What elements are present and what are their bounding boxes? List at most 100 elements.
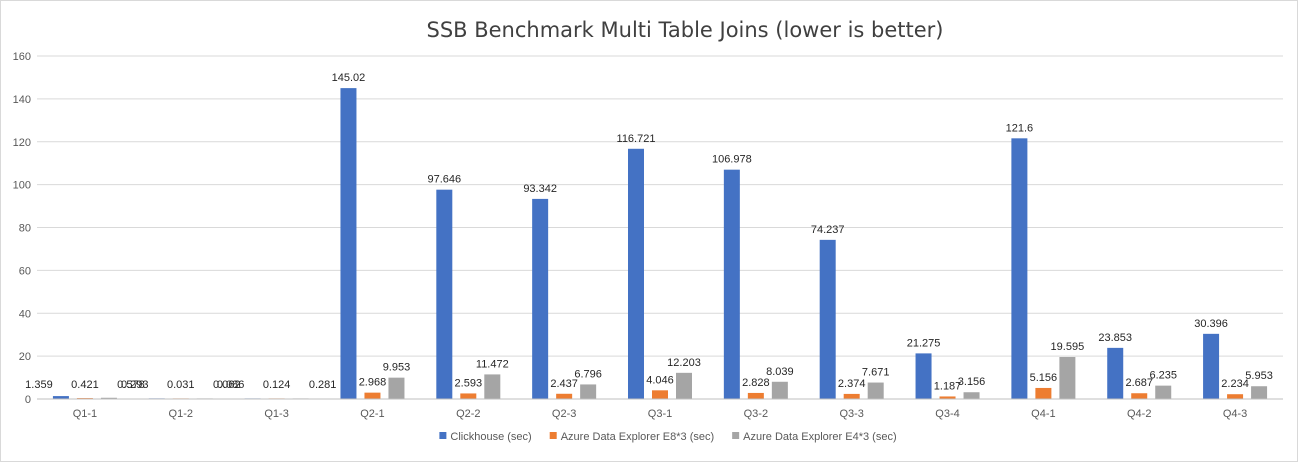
x-tick-label: Q2-2 xyxy=(456,408,480,420)
y-tick-label: 100 xyxy=(13,180,31,192)
data-label: 5.156 xyxy=(1030,372,1058,384)
legend-swatch xyxy=(732,432,740,439)
data-label: 2.437 xyxy=(550,378,578,390)
bar-q2-1-series-2 xyxy=(364,392,381,399)
data-label: 19.595 xyxy=(1051,341,1085,353)
bar-q4-3-series-2 xyxy=(1227,394,1244,399)
legend-items: Clickhouse (sec) Azure Data Explorer E8*3… xyxy=(439,431,897,443)
legend-label: Azure Data Explorer E4*3 (sec) xyxy=(743,431,896,443)
data-label: 12.203 xyxy=(667,357,701,369)
data-label: 0.062 xyxy=(213,379,241,391)
bar-q3-1-series-3 xyxy=(676,372,692,399)
bar-q2-3-series-3 xyxy=(580,384,597,399)
data-label: 145.02 xyxy=(332,72,366,84)
data-label: 8.039 xyxy=(766,366,794,378)
bar-q2-2-series-3 xyxy=(484,374,501,399)
data-label: 116.721 xyxy=(617,133,656,145)
data-label: 5.953 xyxy=(1245,370,1273,382)
bar-q2-2-series-1 xyxy=(436,189,453,399)
data-label: 6.235 xyxy=(1149,370,1177,382)
bar-q3-4-series-1 xyxy=(915,353,932,399)
data-label: 0.293 xyxy=(121,379,149,391)
data-label: 106.978 xyxy=(712,154,752,166)
bar-q2-3-series-2 xyxy=(556,393,573,399)
bar-q3-3-series-1 xyxy=(819,239,836,399)
data-label: 0.031 xyxy=(167,379,195,391)
x-tick-label: Q2-3 xyxy=(552,408,576,420)
x-tick-label: Q1-3 xyxy=(264,408,288,420)
bar-q4-1-series-3 xyxy=(1059,356,1076,399)
data-label: 7.671 xyxy=(862,367,890,379)
x-tick-label: Q3-3 xyxy=(839,408,863,420)
data-label: 4.046 xyxy=(646,374,674,386)
legend: Clickhouse (sec) Azure Data Explorer E8*3… xyxy=(439,431,897,443)
data-label: 121.6 xyxy=(1006,122,1034,134)
legend-swatch xyxy=(439,432,447,439)
data-label: 11.472 xyxy=(476,358,509,370)
y-tick-label: 120 xyxy=(13,137,31,149)
y-tick-label: 60 xyxy=(19,265,31,277)
bar-q1-1-series-3 xyxy=(100,397,117,399)
y-tick-label: 0 xyxy=(25,394,31,406)
data-label: 23.853 xyxy=(1098,332,1132,344)
x-tick-label: Q3-1 xyxy=(648,408,672,420)
legend-swatch xyxy=(549,432,557,439)
x-tick-label: Q4-1 xyxy=(1031,408,1055,420)
bar-q3-2-series-3 xyxy=(771,381,788,399)
y-tick-label: 40 xyxy=(19,308,31,320)
data-label: 97.646 xyxy=(427,174,461,186)
gridlines xyxy=(37,55,1283,357)
bar-q4-1-series-1 xyxy=(1011,138,1028,399)
data-label: 2.374 xyxy=(838,378,866,390)
data-label: 0.281 xyxy=(309,379,337,391)
bar-q3-4-series-2 xyxy=(939,396,956,399)
chart-title: SSB Benchmark Multi Table Joins (lower i… xyxy=(426,18,943,42)
bar-q3-3-series-2 xyxy=(843,393,860,399)
x-tick-label: Q3-2 xyxy=(744,408,768,420)
bar-q4-2-series-3 xyxy=(1155,385,1172,399)
data-label: 2.593 xyxy=(455,377,483,389)
data-label: 93.342 xyxy=(523,183,557,195)
legend-item: Azure Data Explorer E4*3 (sec) xyxy=(732,431,897,443)
y-axis: 0 20 40 60 80 100 120 140 160 xyxy=(13,51,31,406)
x-tick-label: Q1-1 xyxy=(73,408,97,420)
bar-q4-2-series-1 xyxy=(1107,347,1124,399)
data-label: 3.156 xyxy=(958,376,986,388)
bar-q4-3-series-1 xyxy=(1203,333,1220,399)
bar-q2-2-series-2 xyxy=(460,393,477,399)
data-label: 2.968 xyxy=(359,377,387,389)
data-label: 30.396 xyxy=(1194,318,1228,330)
data-label: 0.086 xyxy=(217,379,245,391)
x-tick-label: Q2-1 xyxy=(360,408,384,420)
data-label: 2.234 xyxy=(1221,378,1249,390)
data-label: 9.953 xyxy=(383,362,411,374)
bar-q1-1-series-1 xyxy=(52,396,69,399)
bar-q3-2-series-1 xyxy=(723,169,740,399)
y-tick-label: 140 xyxy=(13,94,31,106)
bar-q4-1-series-2 xyxy=(1035,387,1052,399)
x-tick-label: Q4-2 xyxy=(1127,408,1151,420)
x-tick-label: Q1-2 xyxy=(169,408,193,420)
data-label: 0.124 xyxy=(263,379,291,391)
bars xyxy=(52,88,1268,399)
y-tick-label: 160 xyxy=(13,51,31,63)
legend-item: Azure Data Explorer E8*3 (sec) xyxy=(549,431,714,443)
y-tick-label: 20 xyxy=(19,351,31,363)
bar-q3-1-series-1 xyxy=(628,148,644,399)
data-label: 6.796 xyxy=(574,368,602,380)
bar-q2-1-series-1 xyxy=(340,88,357,399)
data-label: 21.275 xyxy=(907,337,941,349)
data-label: 0.578 xyxy=(117,379,145,391)
x-tick-label: Q3-4 xyxy=(935,408,959,420)
x-axis: Q1-1 Q1-2 Q1-3 Q2-1 Q2-2 Q2-3 Q3-1 Q3-2 Q3-3 Q3-4… xyxy=(37,398,1283,420)
bar-q4-2-series-2 xyxy=(1131,393,1148,399)
bar-q2-3-series-1 xyxy=(532,198,549,399)
y-tick-label: 80 xyxy=(19,223,31,235)
data-label: 2.687 xyxy=(1125,377,1153,389)
legend-label: Azure Data Explorer E8*3 (sec) xyxy=(561,431,714,443)
data-label: 1.187 xyxy=(934,380,962,392)
bar-q3-3-series-3 xyxy=(867,382,884,399)
